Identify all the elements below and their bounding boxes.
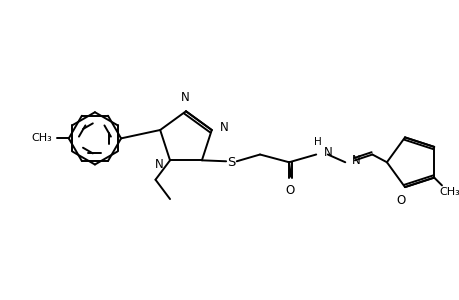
Text: O: O: [285, 184, 294, 196]
Text: CH₃: CH₃: [438, 187, 459, 197]
Text: N: N: [219, 121, 228, 134]
Text: S: S: [226, 156, 235, 169]
Text: N: N: [180, 92, 189, 104]
Text: O: O: [396, 194, 405, 207]
Text: N: N: [351, 154, 360, 167]
Text: H: H: [313, 137, 321, 147]
Text: N: N: [323, 146, 332, 159]
Text: CH₃: CH₃: [32, 134, 52, 143]
Text: N: N: [154, 158, 163, 171]
